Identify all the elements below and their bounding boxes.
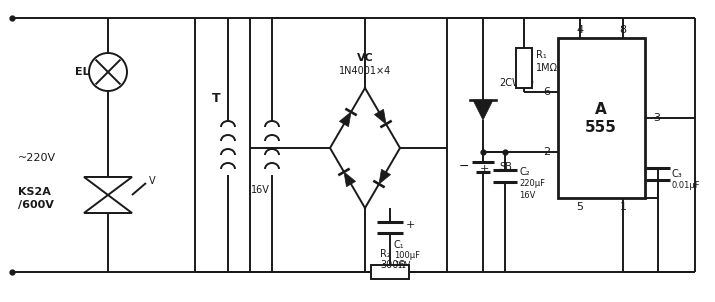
Text: 0.01μF: 0.01μF — [672, 182, 701, 191]
Text: C₁: C₁ — [394, 240, 405, 250]
Polygon shape — [379, 169, 390, 184]
Text: V: V — [149, 176, 156, 186]
Text: 16V: 16V — [394, 261, 410, 269]
Polygon shape — [84, 195, 132, 213]
Text: 1N4001×4: 1N4001×4 — [339, 66, 391, 76]
Text: A: A — [595, 101, 607, 117]
Text: C₂: C₂ — [519, 167, 530, 177]
Text: 3: 3 — [653, 113, 660, 123]
Text: T: T — [212, 92, 220, 104]
Text: 8: 8 — [619, 25, 626, 35]
Text: 300Ω: 300Ω — [380, 260, 405, 270]
Polygon shape — [84, 177, 132, 195]
Text: 16V: 16V — [519, 191, 536, 200]
Text: KS2A: KS2A — [18, 187, 51, 197]
Bar — [558, 38, 645, 198]
Bar — [516, 48, 532, 88]
Text: VC: VC — [357, 53, 373, 63]
Text: 100μF: 100μF — [394, 250, 420, 259]
Text: 1MΩ: 1MΩ — [536, 63, 558, 73]
Polygon shape — [375, 109, 386, 124]
Text: 6: 6 — [543, 87, 550, 97]
Polygon shape — [340, 112, 351, 127]
Text: +: + — [480, 164, 489, 174]
Text: C₃: C₃ — [672, 169, 683, 179]
Text: 2CW60: 2CW60 — [499, 78, 534, 88]
Text: R₁: R₁ — [536, 50, 547, 60]
Text: 16V: 16V — [250, 185, 270, 195]
Polygon shape — [473, 100, 493, 120]
Text: 4: 4 — [576, 25, 583, 35]
Text: EL: EL — [74, 67, 89, 77]
Text: 220μF: 220μF — [519, 179, 545, 188]
Text: +: + — [406, 220, 415, 230]
Circle shape — [89, 53, 127, 91]
Text: −: − — [458, 160, 469, 173]
Text: SB: SB — [499, 162, 512, 172]
Text: 5: 5 — [576, 202, 583, 212]
Text: 2: 2 — [543, 147, 550, 157]
Text: /600V: /600V — [18, 200, 54, 210]
Bar — [371, 265, 409, 279]
Text: 555: 555 — [585, 120, 617, 134]
Text: 1: 1 — [619, 202, 626, 212]
Polygon shape — [344, 172, 355, 187]
Text: R₂: R₂ — [380, 249, 391, 259]
Text: ~220V: ~220V — [18, 153, 56, 163]
